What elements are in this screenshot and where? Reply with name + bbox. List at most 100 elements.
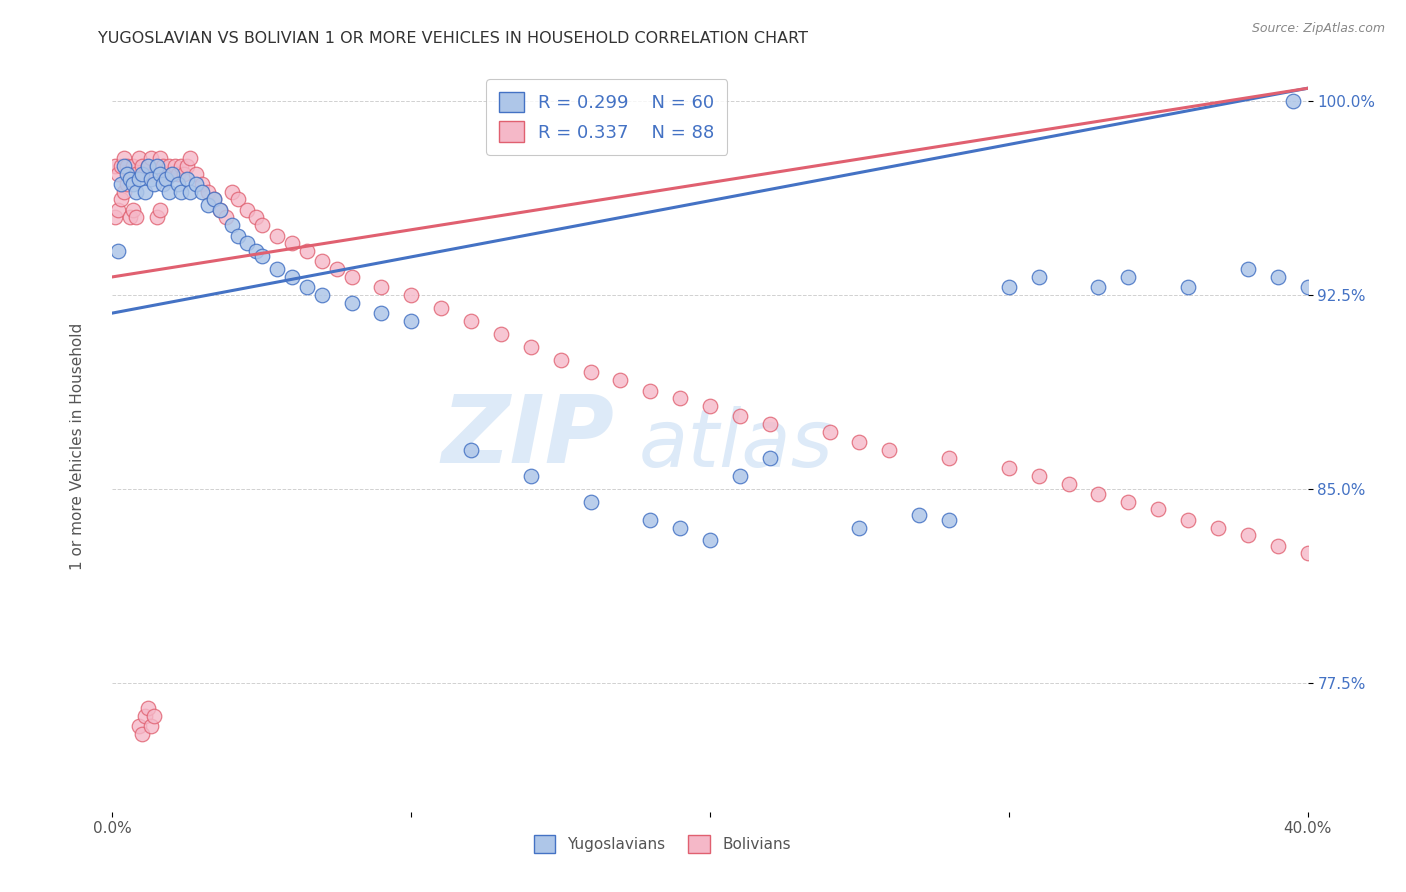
Point	[1147, 502, 1170, 516]
Point	[460, 442, 482, 457]
Point	[1281, 94, 1303, 108]
Point	[520, 468, 543, 483]
Point	[579, 366, 602, 380]
Point	[236, 236, 259, 251]
Point	[149, 151, 172, 165]
Point	[191, 185, 214, 199]
Point	[131, 159, 153, 173]
Point	[146, 211, 169, 225]
Point	[1118, 494, 1140, 508]
Point	[143, 177, 166, 191]
Point	[155, 167, 177, 181]
Point	[197, 197, 219, 211]
Point	[117, 167, 139, 181]
Point	[401, 314, 423, 328]
Point	[1267, 539, 1289, 553]
Point	[134, 709, 156, 723]
Point	[370, 280, 392, 294]
Point	[162, 167, 183, 181]
Point	[125, 185, 148, 199]
Point	[134, 167, 156, 181]
Point	[295, 244, 318, 258]
Point	[226, 228, 249, 243]
Point	[167, 167, 190, 181]
Point	[245, 211, 267, 225]
Point	[138, 159, 160, 173]
Point	[157, 185, 180, 199]
Point	[311, 288, 333, 302]
Point	[1296, 546, 1319, 560]
Point	[138, 701, 160, 715]
Point	[202, 193, 225, 207]
Point	[176, 171, 198, 186]
Point	[209, 202, 232, 217]
Point	[117, 177, 139, 191]
Point	[186, 177, 208, 191]
Point	[167, 177, 190, 191]
Point	[146, 159, 169, 173]
Point	[122, 202, 145, 217]
Point	[489, 326, 512, 341]
Point	[131, 727, 153, 741]
Point	[110, 159, 132, 173]
Point	[170, 185, 193, 199]
Legend: Yugoslavians, Bolivians: Yugoslavians, Bolivians	[526, 828, 799, 860]
Point	[938, 513, 960, 527]
Point	[152, 159, 174, 173]
Point	[215, 211, 238, 225]
Point	[104, 159, 127, 173]
Point	[152, 177, 174, 191]
Point	[699, 533, 721, 548]
Point	[640, 513, 662, 527]
Point	[1177, 280, 1199, 294]
Point	[669, 520, 692, 534]
Point	[1087, 280, 1109, 294]
Point	[110, 177, 132, 191]
Point	[579, 494, 602, 508]
Point	[155, 171, 177, 186]
Point	[325, 262, 347, 277]
Point	[370, 306, 392, 320]
Point	[120, 171, 142, 186]
Point	[173, 167, 195, 181]
Point	[1057, 476, 1080, 491]
Point	[117, 159, 139, 173]
Point	[609, 373, 631, 387]
Point	[131, 167, 153, 181]
Point	[122, 177, 145, 191]
Text: atlas: atlas	[638, 406, 834, 483]
Point	[104, 211, 127, 225]
Point	[1028, 468, 1050, 483]
Point	[146, 159, 169, 173]
Point	[401, 288, 423, 302]
Point	[998, 280, 1021, 294]
Point	[143, 709, 166, 723]
Point	[460, 314, 482, 328]
Point	[520, 340, 543, 354]
Point	[1118, 269, 1140, 284]
Point	[149, 202, 172, 217]
Point	[107, 202, 129, 217]
Point	[179, 151, 201, 165]
Point	[125, 167, 148, 181]
Text: Source: ZipAtlas.com: Source: ZipAtlas.com	[1251, 22, 1385, 36]
Point	[197, 185, 219, 199]
Point	[281, 269, 304, 284]
Point	[699, 399, 721, 413]
Point	[165, 159, 187, 173]
Point	[186, 167, 208, 181]
Point	[162, 167, 183, 181]
Point	[848, 520, 870, 534]
Point	[640, 384, 662, 398]
Point	[128, 719, 150, 733]
Point	[114, 185, 135, 199]
Point	[1028, 269, 1050, 284]
Point	[728, 468, 751, 483]
Point	[179, 185, 201, 199]
Point	[340, 269, 363, 284]
Point	[170, 159, 193, 173]
Point	[1237, 262, 1260, 277]
Text: 1 or more Vehicles in Household: 1 or more Vehicles in Household	[70, 322, 84, 570]
Point	[250, 249, 273, 263]
Point	[938, 450, 960, 465]
